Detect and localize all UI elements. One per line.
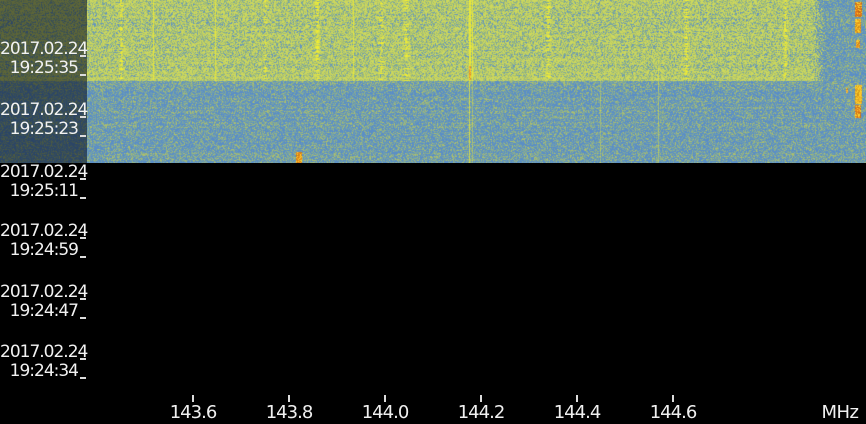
- time-tick: [80, 178, 86, 180]
- freq-label: 143.8: [265, 402, 314, 423]
- timestamp-date: 2017.02.24: [0, 342, 88, 362]
- time-tick: [80, 298, 86, 300]
- mhz-unit-label: MHz: [821, 402, 859, 423]
- time-tick: [80, 197, 86, 199]
- timestamp-time: 19:25:11: [9, 181, 79, 201]
- time-tick: [80, 55, 86, 57]
- timestamp-date: 2017.02.24: [0, 39, 88, 59]
- timestamp-time: 19:24:34: [9, 361, 79, 381]
- freq-label: 143.6: [169, 402, 218, 423]
- timestamp-date: 2017.02.24: [0, 282, 88, 302]
- freq-tick: [192, 395, 194, 402]
- freq-tick: [576, 395, 578, 402]
- freq-tick: [384, 395, 386, 402]
- timestamp-time: 19:24:59: [9, 240, 79, 260]
- time-tick: [80, 237, 86, 239]
- time-tick: [80, 377, 86, 379]
- timestamp-time: 19:24:47: [9, 301, 79, 321]
- timestamp-time: 19:25:23: [9, 119, 79, 139]
- time-tick: [80, 74, 86, 76]
- freq-tick: [672, 395, 674, 402]
- time-tick: [80, 116, 86, 118]
- freq-tick: [480, 395, 482, 402]
- timestamp-date: 2017.02.24: [0, 221, 88, 241]
- waterfall-spectrogram-canvas[interactable]: [0, 0, 866, 163]
- timestamp-label: 2017.02.24 19:24:47: [0, 282, 88, 321]
- freq-label: 144.6: [649, 402, 698, 423]
- time-tick: [80, 256, 86, 258]
- timestamp-date: 2017.02.24: [0, 100, 88, 120]
- timestamp-label: 2017.02.24 19:25:35: [0, 39, 88, 78]
- timestamp-date: 2017.02.24: [0, 162, 88, 182]
- timestamp-label: 2017.02.24 19:24:34: [0, 342, 88, 381]
- freq-label: 144.2: [457, 402, 506, 423]
- time-tick: [80, 317, 86, 319]
- timestamp-label: 2017.02.24 19:25:11: [0, 162, 88, 201]
- timestamp-label: 2017.02.24 19:25:23: [0, 100, 88, 139]
- freq-label: 144.0: [361, 402, 410, 423]
- time-axis-overlay: [0, 0, 87, 163]
- time-tick: [80, 135, 86, 137]
- freq-tick: [288, 395, 290, 402]
- timestamp-label: 2017.02.24 19:24:59: [0, 221, 88, 260]
- time-tick: [80, 358, 86, 360]
- timestamp-time: 19:25:35: [9, 58, 79, 78]
- freq-label: 144.4: [553, 402, 602, 423]
